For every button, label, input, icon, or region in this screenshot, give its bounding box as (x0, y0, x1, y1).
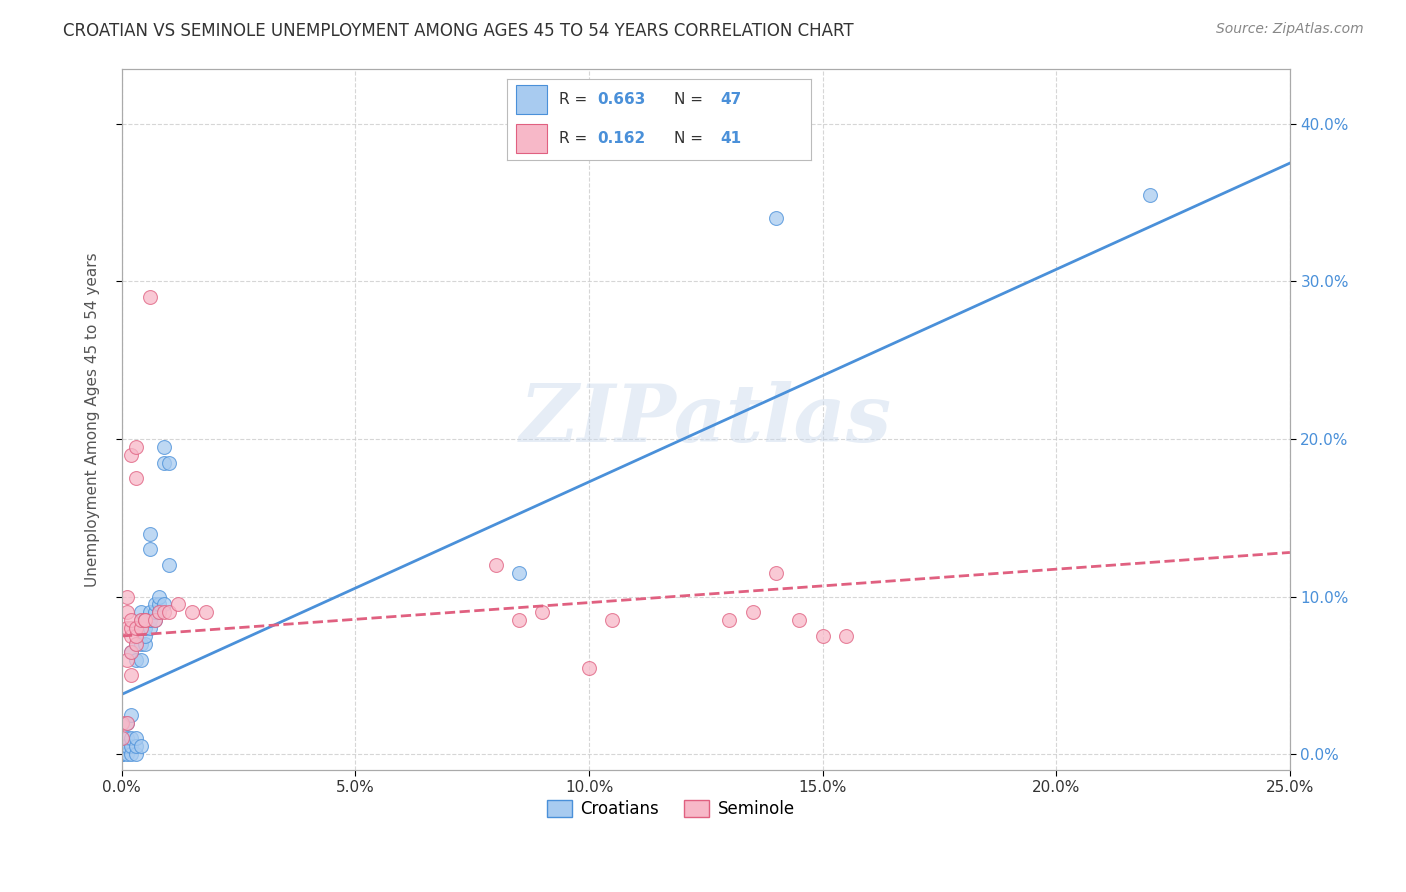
Point (143, 598, 166, 612)
Point (157, 456, 180, 470)
Point (134, 613, 156, 627)
Point (129, 613, 152, 627)
Point (129, 606, 152, 620)
Point (115, 715, 138, 730)
Point (129, 637, 152, 651)
Point (115, 653, 138, 667)
Point (111, 731, 134, 746)
Point (129, 613, 152, 627)
Point (157, 558, 180, 572)
Point (153, 456, 176, 470)
Point (143, 613, 166, 627)
Point (125, 739, 148, 754)
Point (129, 621, 152, 635)
Point (157, 606, 180, 620)
Point (139, 613, 162, 627)
Point (811, 629, 834, 643)
Point (741, 606, 763, 620)
Text: CROATIAN VS SEMINOLE UNEMPLOYMENT AMONG AGES 45 TO 54 YEARS CORRELATION CHART: CROATIAN VS SEMINOLE UNEMPLOYMENT AMONG … (63, 22, 853, 40)
Point (125, 653, 148, 667)
Point (148, 598, 170, 612)
Point (129, 739, 152, 754)
Point (120, 645, 142, 659)
Point (120, 613, 142, 627)
Point (153, 440, 176, 454)
Point (120, 707, 142, 722)
Point (602, 613, 624, 627)
Point (148, 590, 170, 604)
Point (508, 566, 530, 580)
Point (115, 715, 138, 730)
Point (153, 606, 176, 620)
Point (143, 613, 166, 627)
Point (578, 660, 600, 674)
Point (1139, 187, 1161, 202)
Point (153, 598, 176, 612)
Point (835, 629, 858, 643)
Point (125, 629, 148, 643)
Point (115, 606, 138, 620)
Point (194, 606, 217, 620)
Point (180, 606, 202, 620)
Point (134, 637, 156, 651)
Point (139, 621, 162, 635)
Point (125, 471, 148, 485)
Point (139, 526, 162, 541)
Point (484, 558, 506, 572)
Point (115, 731, 138, 746)
Point (125, 637, 148, 651)
Point (120, 629, 142, 643)
Point (125, 621, 148, 635)
Point (765, 211, 787, 226)
Point (139, 606, 162, 620)
Point (125, 440, 148, 454)
Point (125, 637, 148, 651)
Point (111, 715, 134, 730)
Point (115, 621, 138, 635)
Point (111, 739, 134, 754)
Point (120, 731, 142, 746)
Point (120, 747, 142, 762)
Point (111, 747, 134, 762)
Point (129, 621, 152, 635)
Point (115, 590, 138, 604)
Point (139, 542, 162, 557)
Point (148, 606, 170, 620)
Point (125, 747, 148, 762)
Point (167, 598, 190, 612)
Y-axis label: Unemployment Among Ages 45 to 54 years: Unemployment Among Ages 45 to 54 years (86, 252, 100, 587)
Point (139, 290, 162, 304)
Point (120, 645, 142, 659)
Point (129, 653, 152, 667)
Point (508, 613, 530, 627)
Point (134, 629, 156, 643)
Point (120, 448, 142, 462)
Point (111, 747, 134, 762)
Point (120, 739, 142, 754)
Point (765, 566, 787, 580)
Point (143, 606, 166, 620)
Point (531, 606, 554, 620)
Point (115, 747, 138, 762)
Point (134, 613, 156, 627)
Point (120, 621, 142, 635)
Point (789, 613, 811, 627)
Point (125, 731, 148, 746)
Point (134, 613, 156, 627)
Point (115, 739, 138, 754)
Text: Source: ZipAtlas.com: Source: ZipAtlas.com (1216, 22, 1364, 37)
Point (148, 606, 170, 620)
Point (125, 621, 148, 635)
Legend: Croatians, Seminole: Croatians, Seminole (540, 793, 801, 825)
Text: ZIPatlas: ZIPatlas (520, 381, 891, 458)
Point (120, 668, 142, 682)
Point (134, 621, 156, 635)
Point (718, 613, 741, 627)
